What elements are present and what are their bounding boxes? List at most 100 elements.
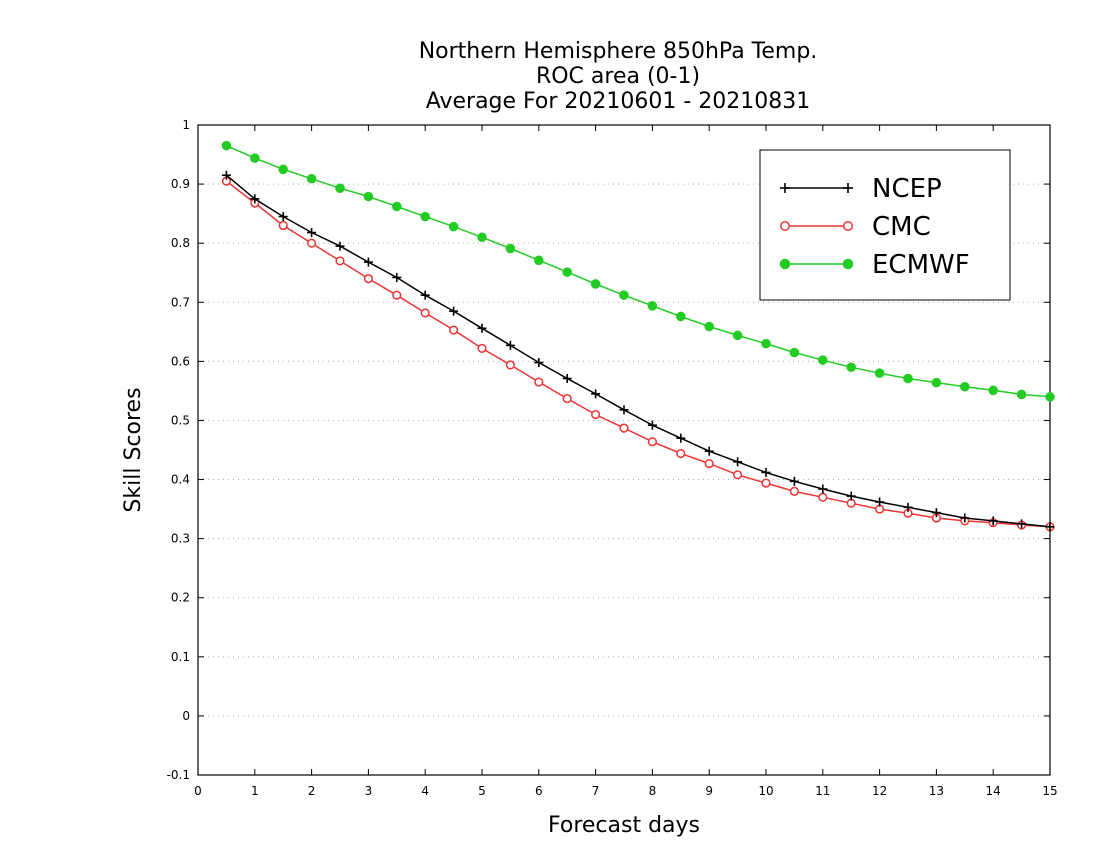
legend-marker-cmc — [780, 221, 790, 231]
data-point-ncep — [903, 502, 913, 512]
data-point-ecmwf — [221, 140, 232, 151]
legend-box — [759, 149, 1011, 301]
data-point-cmc — [420, 308, 430, 318]
y-axis-label: Skill Scores — [121, 387, 146, 512]
series-layer — [221, 140, 1055, 532]
series-ncep-line — [225, 174, 1051, 528]
y-tick-label: 1 — [182, 118, 190, 132]
x-tick-label: 13 — [929, 784, 944, 798]
data-point-ncep — [307, 228, 317, 238]
y-tick-label: 0.2 — [171, 591, 190, 605]
data-point-cmc — [505, 360, 515, 370]
x-tick-label: 1 — [251, 784, 259, 798]
data-point-ncep — [988, 516, 998, 526]
data-point-ncep — [647, 420, 657, 430]
data-point-ncep — [1017, 519, 1027, 529]
x-tick-label: 8 — [649, 784, 657, 798]
legend-marker-ncep — [843, 183, 853, 193]
y-tick-label: 0.7 — [171, 295, 190, 309]
data-point-ncep — [534, 358, 544, 368]
data-point-ncep — [619, 405, 629, 415]
data-point-ncep — [676, 433, 686, 443]
legend-entries: NCEP CMC ECMWF — [779, 174, 970, 280]
data-point-ecmwf — [647, 301, 658, 311]
data-point-cmc — [335, 256, 345, 266]
series-cmc-line — [225, 180, 1051, 528]
data-point-ecmwf — [420, 211, 430, 222]
data-point-ecmwf — [761, 338, 771, 349]
data-point-ecmwf — [874, 368, 885, 378]
data-point-ecmwf — [278, 164, 288, 175]
data-point-ecmwf — [448, 221, 459, 232]
data-point-ncep — [789, 476, 799, 486]
chart-title-line-2: ROC area (0-1) — [536, 64, 700, 89]
data-point-cmc — [761, 478, 771, 488]
data-point-ecmwf — [505, 243, 516, 254]
data-point-cmc — [591, 409, 601, 420]
data-point-ncep — [363, 257, 373, 267]
x-tick-label: 6 — [535, 784, 543, 798]
x-tick-label: 0 — [194, 784, 202, 798]
data-point-cmc — [307, 238, 317, 248]
x-tick-label: 12 — [872, 784, 887, 798]
data-point-ecmwf — [988, 385, 998, 396]
legend-entry-cmc: CMC — [780, 212, 931, 242]
data-point-ncep — [250, 194, 260, 204]
x-tick-label: 11 — [815, 784, 830, 798]
data-point-ncep — [221, 170, 231, 180]
data-point-ecmwf — [732, 330, 743, 341]
legend-marker-cmc — [843, 221, 853, 231]
data-point-ecmwf — [590, 279, 601, 289]
data-point-ncep — [392, 272, 402, 282]
legend-marker-ecmwf — [779, 258, 791, 270]
x-tick-label: 5 — [478, 784, 486, 798]
x-tick-label: 4 — [421, 784, 429, 798]
x-tick-label: 10 — [758, 784, 773, 798]
data-point-ncep — [875, 497, 885, 507]
data-point-cmc — [733, 470, 743, 480]
data-point-cmc — [562, 394, 572, 404]
x-tick-label: 14 — [986, 784, 1001, 798]
data-point-ncep — [960, 513, 970, 523]
legend-label-ncep: NCEP — [872, 174, 942, 204]
data-point-ecmwf — [676, 311, 686, 322]
data-point-cmc — [477, 343, 487, 353]
data-point-ecmwf — [477, 232, 487, 243]
legend-marker-ncep — [780, 183, 790, 193]
data-point-ncep — [420, 290, 430, 300]
y-tick-label: 0.4 — [171, 473, 190, 487]
x-axis-label: Forecast days — [548, 813, 700, 838]
data-point-ecmwf — [392, 201, 402, 212]
data-point-cmc — [392, 290, 402, 300]
data-point-ecmwf — [789, 347, 800, 358]
data-point-ncep — [704, 446, 714, 456]
data-point-ncep — [477, 323, 487, 333]
data-point-ncep — [846, 491, 856, 501]
data-point-ncep — [505, 340, 515, 350]
chart-title-line-3: Average For 20210601 - 20210831 — [426, 89, 811, 114]
y-tick-label: 0.6 — [171, 354, 190, 368]
legend: NCEP CMC ECMWF — [759, 149, 1011, 301]
data-point-ecmwf — [960, 381, 970, 392]
x-tick-label: 2 — [308, 784, 316, 798]
data-point-ncep — [818, 484, 828, 494]
series-cmc — [221, 176, 1055, 532]
data-point-ecmwf — [931, 377, 942, 388]
axis-ticks: -0.100.10.20.30.40.50.60.70.80.910 1 2 3 4 5 6… — [167, 118, 1058, 798]
data-point-ncep — [761, 467, 771, 477]
data-point-cmc — [619, 423, 629, 433]
data-point-ncep — [449, 306, 459, 316]
data-point-ecmwf — [704, 321, 714, 332]
data-point-cmc — [363, 274, 373, 284]
data-point-ecmwf — [1016, 389, 1027, 400]
series-ecmwf — [221, 140, 1055, 402]
data-point-ecmwf — [534, 255, 544, 266]
data-point-ecmwf — [619, 290, 629, 300]
y-tick-label: 0.8 — [171, 236, 190, 250]
data-point-cmc — [676, 448, 686, 459]
legend-marker-ecmwf — [842, 258, 854, 270]
data-point-ecmwf — [818, 355, 828, 365]
data-point-ecmwf — [1045, 392, 1055, 402]
legend-entry-ecmwf: ECMWF — [779, 250, 970, 280]
